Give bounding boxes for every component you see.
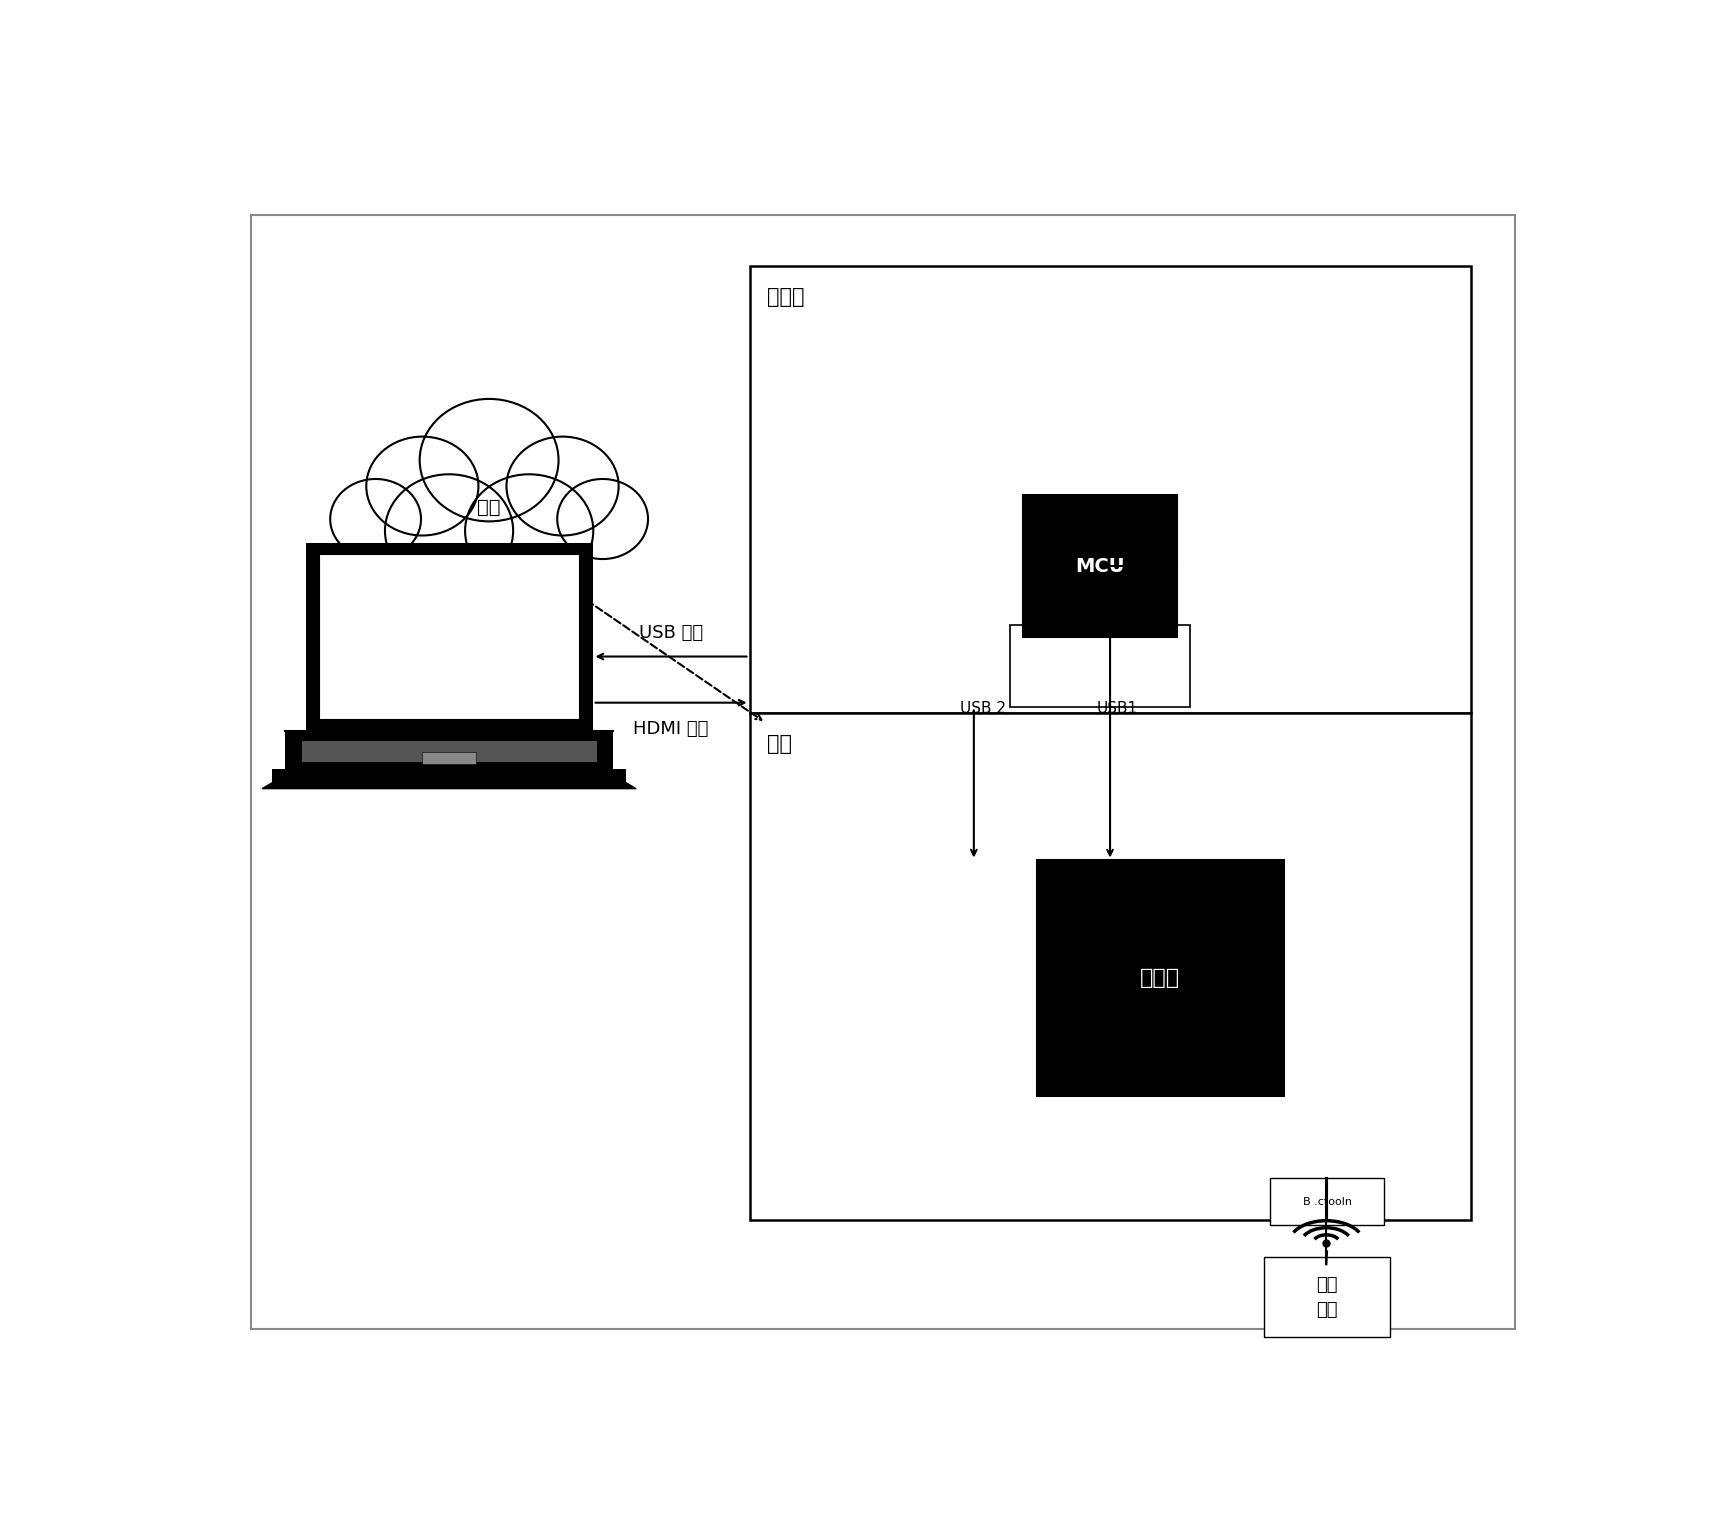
Text: 触摸框: 触摸框	[767, 287, 805, 307]
Text: B .ctooln: B .ctooln	[1303, 1197, 1351, 1206]
Bar	[1037, 861, 1284, 1096]
Bar	[319, 555, 579, 719]
Polygon shape	[262, 783, 636, 789]
Bar	[1010, 625, 1191, 708]
Bar	[1263, 1257, 1390, 1338]
Bar	[286, 731, 613, 769]
Circle shape	[507, 437, 619, 535]
Bar	[1270, 1179, 1384, 1225]
Text: HDMI 信号: HDMI 信号	[634, 720, 708, 739]
Bar	[272, 769, 625, 783]
Text: 主芯片: 主芯片	[1141, 968, 1180, 988]
Bar	[750, 713, 1471, 1220]
Text: MCU: MCU	[1075, 557, 1125, 575]
Text: 主板: 主板	[767, 734, 793, 754]
Circle shape	[465, 474, 593, 587]
Bar	[305, 543, 593, 731]
Bar	[302, 742, 596, 761]
Circle shape	[557, 479, 648, 560]
Text: 云端: 云端	[477, 498, 501, 517]
Text: 蓝牙
鼠标: 蓝牙 鼠标	[1316, 1275, 1337, 1318]
Bar	[750, 266, 1471, 713]
Circle shape	[367, 437, 479, 535]
Bar	[422, 752, 476, 764]
Text: USB 2: USB 2	[960, 700, 1006, 716]
Bar	[1023, 495, 1177, 636]
Circle shape	[331, 479, 420, 560]
Circle shape	[420, 399, 558, 521]
Text: USB 数据: USB 数据	[639, 624, 703, 642]
Text: USB1: USB1	[1096, 700, 1137, 716]
Circle shape	[384, 474, 513, 587]
